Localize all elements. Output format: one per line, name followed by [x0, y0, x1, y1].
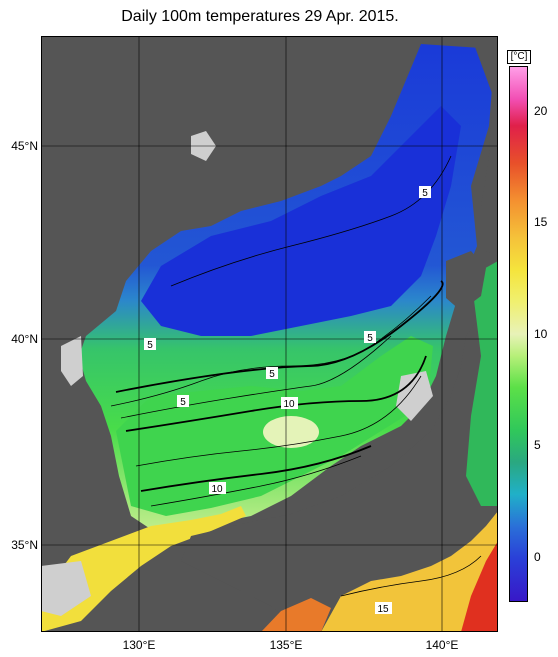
sakhalin-land	[471, 36, 498, 256]
lon-label-135: 135°E	[269, 638, 303, 652]
warm-eddy	[263, 416, 319, 448]
colorbar	[509, 66, 528, 602]
hokkaido-land	[446, 251, 486, 311]
contour-label-group: 5 5 5 5 5 10 10 15	[144, 186, 431, 615]
no-data-area	[61, 336, 83, 386]
no-data-area-3	[41, 561, 91, 616]
graticule	[41, 36, 498, 632]
temperature-map: 5 5 5 5 5 10 10 15	[41, 36, 498, 632]
map-title: Daily 100m temperatures 29 Apr. 2015.	[121, 8, 399, 25]
contour-label: 15	[377, 604, 389, 615]
colorbar-tick-15: 15	[534, 215, 548, 229]
yellow-water-region	[41, 506, 246, 632]
colorbar-tick-20: 20	[534, 104, 548, 118]
contour-label: 5	[147, 340, 153, 351]
colorbar-tick-10: 10	[534, 327, 548, 341]
honshu-land	[181, 306, 498, 632]
colorbar-unit: [°C]	[507, 50, 531, 64]
lon-label-130: 130°E	[122, 638, 156, 652]
east-coast-water	[466, 261, 498, 506]
lat-label-45: 45°N	[11, 139, 38, 153]
colorbar-tick-0: 0	[534, 550, 541, 564]
contour-label: 10	[211, 484, 223, 495]
cold-water-region	[141, 106, 461, 336]
no-data-area-4	[396, 371, 433, 421]
contour-label: 5	[367, 333, 373, 344]
pacific-hot-region	[461, 541, 498, 632]
colorbar-tick-5: 5	[534, 438, 541, 452]
pacific-warm-region	[321, 511, 498, 632]
map-frame	[41, 36, 498, 632]
contour-label: 5	[269, 369, 275, 380]
kuroshio-strip	[261, 598, 331, 632]
contour-label: 5	[180, 397, 186, 408]
lat-label-40: 40°N	[11, 332, 38, 346]
contour-label: 10	[283, 399, 295, 410]
contour-lines-bold	[115, 280, 444, 492]
lon-label-140: 140°E	[425, 638, 459, 652]
lat-label-35: 35°N	[11, 538, 38, 552]
contour-label: 5	[422, 188, 428, 199]
